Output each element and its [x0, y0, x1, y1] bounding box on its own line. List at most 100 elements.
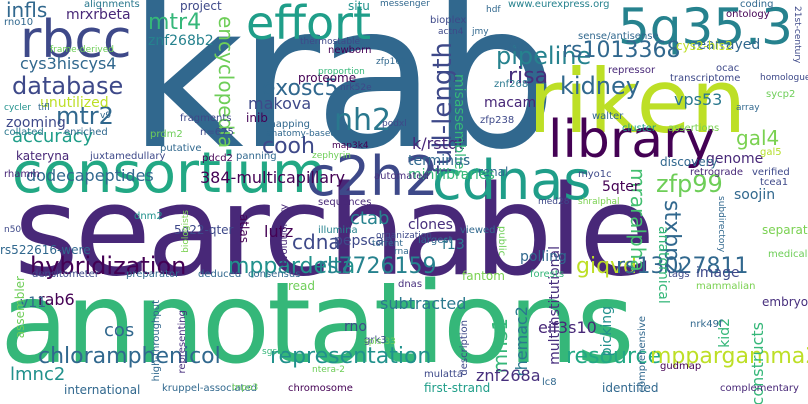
- word-mapping: mapping: [266, 119, 311, 130]
- word-rat: rat: [508, 39, 525, 53]
- word-viewed: viewed: [460, 225, 496, 236]
- word-5qter: 5qter: [602, 179, 640, 195]
- word-rs1013368: rs1013368: [562, 38, 681, 63]
- word-messenger: messenger: [380, 0, 430, 9]
- word-terminus: terminus: [408, 153, 471, 169]
- word-znf268: znf268: [494, 79, 529, 90]
- word-cluster: cluster: [622, 123, 657, 134]
- word-subdirectory: subdirectory: [716, 196, 726, 253]
- word-rhamm: rhamm: [4, 169, 40, 180]
- word-fantom: fantom: [462, 269, 505, 283]
- word-f13: f13: [442, 237, 465, 253]
- word-assertions: assertions: [668, 123, 720, 134]
- word-largest: largest: [418, 235, 453, 246]
- word-automated: automated: [374, 171, 429, 182]
- word-dnm2: dnm2: [134, 211, 163, 222]
- word-project: project: [180, 0, 222, 13]
- word-riken: riken: [528, 50, 747, 153]
- word-encyclopedia: encyclopedia: [214, 16, 238, 149]
- word-discovery: discovery: [660, 155, 718, 169]
- word-anatomical: anatomical: [655, 226, 671, 304]
- word-evolutionary: evolutionary: [279, 204, 290, 267]
- word-gudmap: gudmap: [660, 361, 702, 372]
- word-jmy: jmy: [472, 27, 489, 37]
- word-grk3: grk3: [364, 335, 387, 346]
- word-384-multicapillary: 384-multicapillary: [200, 168, 346, 187]
- word-kidney: kidney: [560, 72, 640, 100]
- word-misassemblies: misassemblies: [451, 74, 467, 177]
- word-biologists: biologists: [181, 210, 191, 253]
- word-makova: makova: [248, 94, 312, 113]
- word-zfp161: zfp161: [376, 57, 407, 67]
- word-gal5: gal5: [760, 147, 782, 158]
- word-resource: resource: [566, 344, 662, 369]
- word-sequences: sequences: [318, 197, 372, 208]
- word-rs13027811: rs13027811: [616, 254, 749, 279]
- word-tcea1: tcea1: [760, 177, 789, 188]
- word-juxtamedullary: juxtamedullary: [90, 151, 166, 162]
- word-macam: macam: [484, 95, 537, 111]
- word-shralphal: shralphal: [578, 197, 620, 207]
- word-database: database: [12, 72, 124, 100]
- word-situ: situ: [348, 0, 370, 13]
- word-zephyrin: zephyrin: [312, 151, 351, 161]
- word-organization: organization: [376, 231, 432, 241]
- word-atlas: atlas: [237, 214, 251, 243]
- word-retrograde: retrograde: [690, 167, 744, 178]
- word-cys3hiscys4: cys3hiscys4: [20, 54, 117, 73]
- word-searchable: searchable: [14, 160, 655, 304]
- word-enriched: enriched: [64, 127, 108, 138]
- word-mrxrbeta: mrxrbeta: [66, 7, 131, 23]
- word-tags: tags: [668, 269, 690, 280]
- word-n-675: n=675: [200, 127, 234, 138]
- word-polling: polling: [520, 249, 567, 265]
- word-mppargamma2: mppargamma2: [650, 344, 808, 369]
- word-mtr2: mtr2: [56, 102, 114, 130]
- word-21st-century: 21st-century: [792, 6, 802, 64]
- word-torrent: torrent: [372, 239, 403, 249]
- word-representing: representing: [177, 310, 188, 374]
- word-preparator: preparator: [126, 269, 180, 280]
- word-representation: representation: [270, 344, 432, 369]
- word-alignments: alignments: [84, 0, 140, 10]
- word-map3k4: map3k4: [332, 141, 369, 151]
- word-unutilized: unutilized: [40, 95, 109, 111]
- word-pepscan: pepscan: [334, 233, 393, 249]
- word-walter: walter: [592, 111, 624, 122]
- word-rbcc: rbcc: [20, 10, 132, 70]
- word-giqvd: giqvd: [576, 254, 638, 279]
- word-repressor: repressor: [608, 65, 656, 76]
- word-newborn: newborn: [328, 45, 372, 56]
- word-soojin: soojin: [734, 187, 776, 203]
- word-inib: inib: [246, 111, 268, 125]
- word-sycp2: sycp2: [766, 89, 796, 100]
- word-ctab: ctab: [350, 208, 390, 229]
- word-proportion: proportion: [318, 67, 365, 77]
- word-5q22-qter: 5q22-qter: [174, 223, 234, 237]
- word-read: read: [288, 279, 316, 293]
- word-chloramphenicol: chloramphenicol: [38, 344, 221, 369]
- word-identified: identified: [602, 381, 659, 395]
- word-rab6: rab6: [38, 290, 75, 309]
- word-renal: renal: [478, 165, 509, 179]
- word-k-rstqt: k/rstqt: [412, 134, 465, 153]
- word-comprehensive: comprehensive: [637, 316, 648, 393]
- word-mtr4: mtr4: [148, 10, 202, 35]
- word-podxl: podxl: [382, 119, 407, 129]
- word-cos: cos: [104, 320, 135, 341]
- word-5q35-3: 5q35.3: [618, 0, 793, 56]
- word-eif3s10: eif3s10: [538, 318, 597, 337]
- word-n50: n50: [4, 225, 22, 235]
- word-putative: putative: [160, 143, 202, 154]
- word-thermostable: thermostable: [300, 37, 361, 47]
- word-verified: verified: [752, 167, 790, 178]
- word-nrk52e: nrk52e: [340, 83, 372, 93]
- word-embryos: embryos: [762, 295, 808, 309]
- word-rno: rno: [344, 319, 367, 335]
- word-cdna: cdna: [292, 230, 341, 254]
- word-cys2-his2: cys2-his2: [676, 39, 733, 53]
- word-illumina: illumina: [318, 225, 358, 236]
- word-hdf: hdf: [486, 5, 501, 15]
- word-www-eurexpress: www.eurexpress.org: [508, 0, 610, 10]
- word-rna: rna: [394, 247, 409, 257]
